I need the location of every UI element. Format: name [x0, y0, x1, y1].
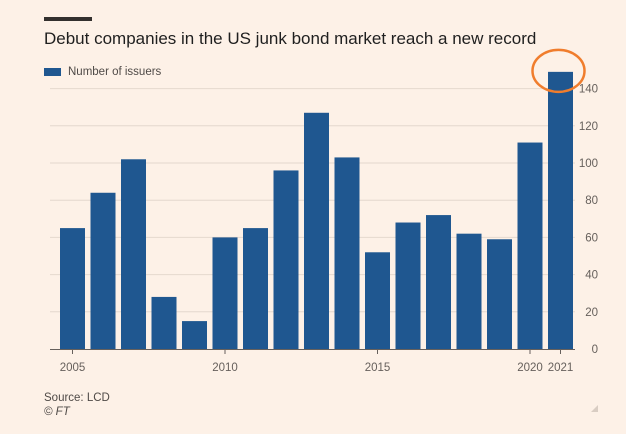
- bar-2012: [273, 170, 299, 349]
- annotations: [531, 48, 586, 94]
- bar-2021: [548, 71, 573, 350]
- y-tick-label: 20: [585, 307, 598, 319]
- x-tick-label-2021: 2021: [548, 362, 574, 374]
- legend: Number of issuers: [44, 66, 161, 78]
- x-tick-label-2020: 2020: [517, 362, 543, 374]
- bars: [60, 71, 573, 350]
- y-tick-label: 80: [585, 195, 598, 207]
- y-tick-label: 100: [579, 158, 598, 170]
- bar-2019: [487, 239, 512, 349]
- axes: 0 20 40 60 80 100 120 140 2005 2010 2015 2020 2021: [50, 84, 598, 374]
- y-tick-label: 0: [592, 344, 598, 356]
- bar-2014: [334, 157, 360, 349]
- bar-2006: [90, 192, 116, 349]
- bar-2015: [365, 252, 390, 349]
- resize-handle[interactable]: [591, 405, 598, 412]
- y-tick-label: 120: [579, 121, 598, 133]
- bar-2005: [60, 228, 85, 349]
- x-tick-label-2005: 2005: [60, 362, 86, 374]
- bar-2020: [517, 142, 543, 349]
- y-tick-label: 60: [585, 232, 598, 244]
- copyright-note: © FT: [44, 406, 70, 418]
- bar-2016: [395, 222, 421, 349]
- bar-2018: [456, 233, 482, 349]
- y-tick-label: 40: [585, 270, 598, 282]
- legend-label: Number of issuers: [68, 66, 162, 78]
- bar-2011: [243, 228, 268, 349]
- bar-2009: [182, 321, 207, 349]
- header-rule: [44, 17, 92, 21]
- source-note: Source: LCD: [44, 392, 110, 404]
- bar-2007: [121, 159, 146, 349]
- x-tick-label-2015: 2015: [365, 362, 391, 374]
- bar-2013: [304, 112, 329, 349]
- chart-title: Debut companies in the US junk bond mark…: [44, 29, 537, 48]
- y-tick-label: 140: [579, 84, 598, 96]
- bar-2010: [212, 237, 238, 349]
- record-highlight-circle: [531, 48, 586, 94]
- bar-2008: [151, 296, 177, 349]
- bar-2017: [426, 215, 451, 349]
- legend-swatch: [44, 68, 61, 76]
- x-tick-label-2010: 2010: [212, 362, 238, 374]
